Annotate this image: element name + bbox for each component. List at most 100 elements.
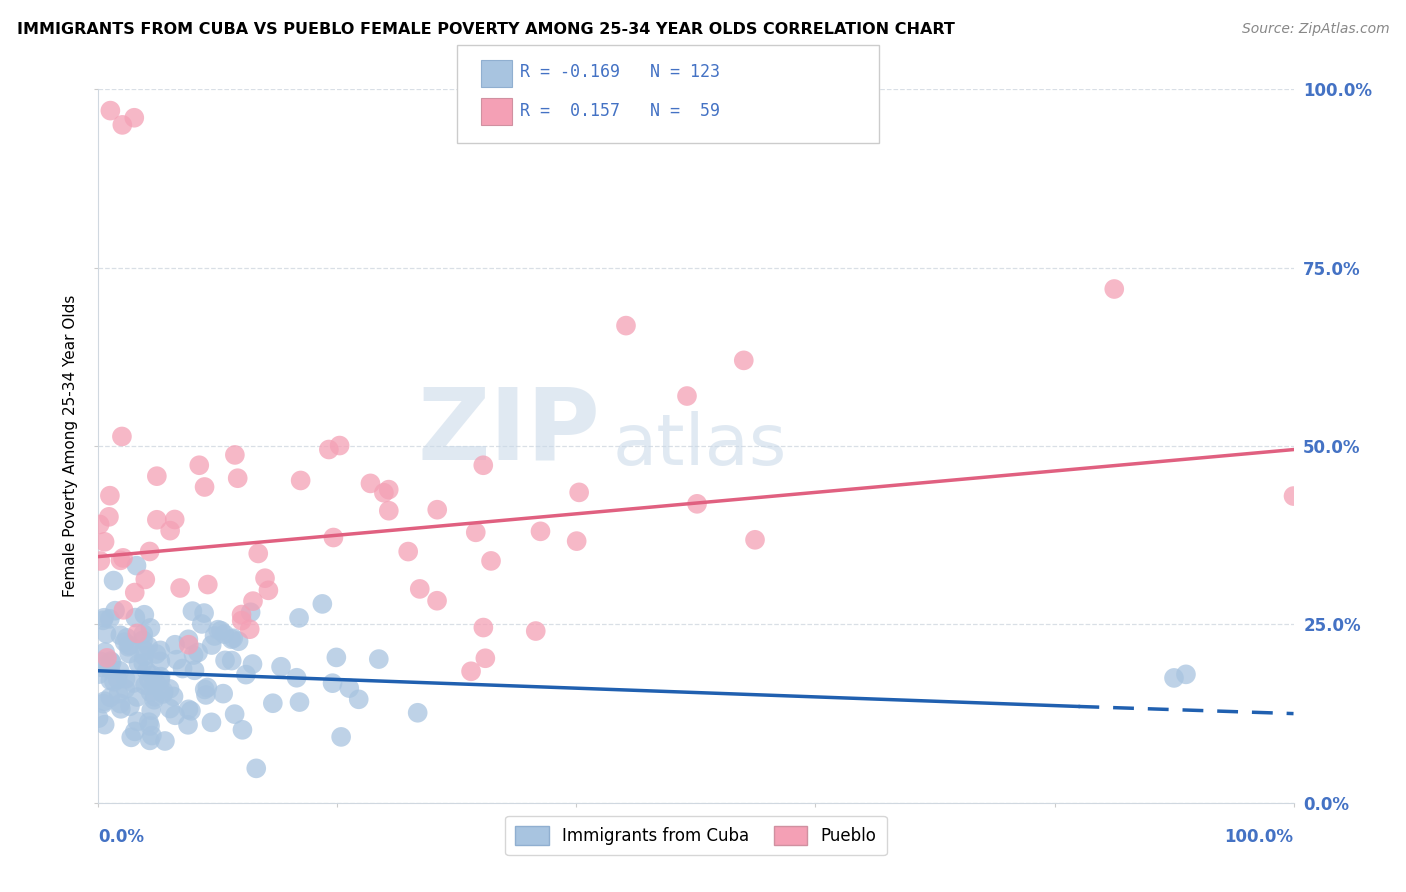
Point — [90, 660, 112, 674]
Point — [118, 639, 141, 653]
Point — [89, 517, 111, 532]
Point — [322, 531, 344, 545]
Point — [117, 640, 139, 654]
Point — [472, 621, 495, 635]
Point — [329, 438, 352, 452]
Point — [112, 603, 135, 617]
Point — [290, 474, 312, 488]
Point — [139, 733, 162, 747]
Point — [209, 624, 232, 638]
Point — [145, 676, 167, 690]
Point — [159, 524, 181, 538]
Point — [183, 648, 205, 662]
Text: IMMIGRANTS FROM CUBA VS PUEBLO FEMALE POVERTY AMONG 25-34 YEAR OLDS CORRELATION : IMMIGRANTS FROM CUBA VS PUEBLO FEMALE PO… — [17, 22, 955, 37]
Y-axis label: Female Poverty Among 25-34 Year Olds: Female Poverty Among 25-34 Year Olds — [63, 295, 79, 597]
Point — [285, 671, 308, 685]
Point — [120, 731, 142, 745]
Point — [221, 654, 243, 668]
Point — [183, 663, 205, 677]
Point — [145, 647, 167, 661]
Point — [194, 688, 217, 702]
Point — [134, 607, 156, 622]
Point — [132, 648, 155, 663]
Point — [242, 594, 264, 608]
Point — [373, 485, 395, 500]
Point — [1163, 671, 1185, 685]
Point — [93, 717, 115, 731]
Point — [139, 621, 162, 635]
Point — [132, 656, 155, 670]
Text: atlas: atlas — [613, 411, 787, 481]
Point — [143, 690, 166, 704]
Point — [127, 690, 149, 704]
Point — [409, 582, 432, 596]
Point — [138, 715, 160, 730]
Point — [193, 606, 215, 620]
Point — [125, 558, 148, 573]
Point — [139, 685, 162, 699]
Point — [163, 638, 186, 652]
Point — [180, 704, 202, 718]
Point — [188, 458, 211, 473]
Point — [204, 629, 226, 643]
Point — [118, 647, 141, 661]
Point — [122, 676, 145, 690]
Point — [111, 118, 134, 132]
Point — [676, 389, 699, 403]
Point — [98, 489, 121, 503]
Point — [378, 504, 401, 518]
Point — [214, 627, 236, 641]
Point — [247, 546, 270, 560]
Point — [406, 706, 429, 720]
Point — [226, 471, 249, 485]
Point — [177, 638, 200, 652]
Point — [112, 550, 135, 565]
Point — [98, 103, 122, 118]
Point — [149, 654, 172, 668]
Point — [686, 497, 709, 511]
Legend: Immigrants from Cuba, Pueblo: Immigrants from Cuba, Pueblo — [505, 816, 887, 855]
Point — [138, 673, 160, 687]
Point — [149, 670, 172, 684]
Point — [141, 668, 163, 682]
Point — [153, 734, 176, 748]
Point — [111, 429, 134, 443]
Point — [239, 605, 262, 619]
Point — [162, 690, 184, 704]
Point — [124, 585, 146, 599]
Point — [159, 701, 181, 715]
Point — [197, 577, 219, 591]
Point — [91, 613, 114, 627]
Point — [325, 650, 347, 665]
Point — [426, 593, 449, 607]
Point — [94, 645, 117, 659]
Point — [177, 718, 200, 732]
Point — [187, 645, 209, 659]
Point — [93, 534, 115, 549]
Point — [98, 612, 121, 626]
Point — [87, 711, 110, 725]
Text: 0.0%: 0.0% — [98, 828, 145, 846]
Point — [1175, 667, 1198, 681]
Point — [228, 634, 250, 648]
Point — [93, 694, 115, 708]
Point — [108, 664, 131, 678]
Point — [124, 610, 146, 624]
Point — [141, 703, 163, 717]
Point — [253, 571, 276, 585]
Point — [614, 318, 637, 333]
Point — [110, 628, 132, 642]
Point — [142, 678, 165, 692]
Point — [222, 632, 245, 646]
Point — [212, 687, 235, 701]
Point — [103, 574, 125, 588]
Point — [93, 611, 115, 625]
Point — [172, 661, 194, 675]
Point — [118, 699, 141, 714]
Point — [136, 639, 159, 653]
Point — [396, 544, 419, 558]
Point — [235, 667, 257, 681]
Point — [87, 667, 110, 681]
Point — [193, 480, 215, 494]
Point — [257, 583, 280, 598]
